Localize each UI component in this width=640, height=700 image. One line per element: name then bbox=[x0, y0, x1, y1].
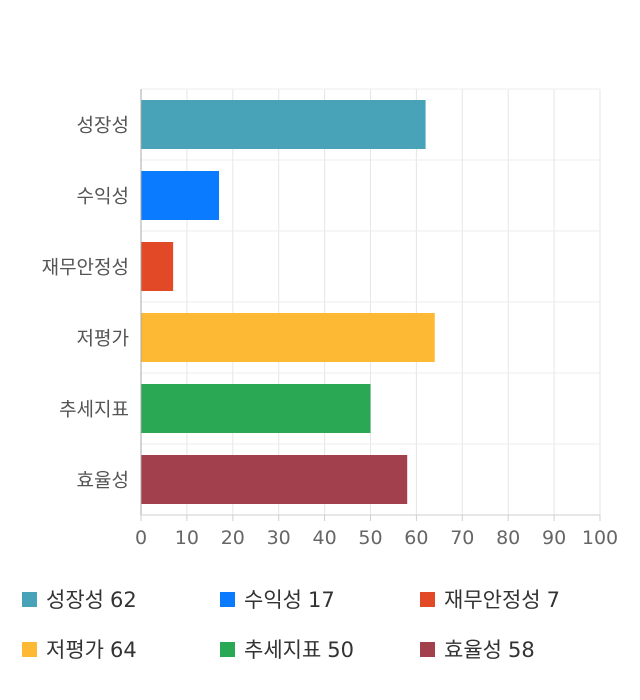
grid-lines bbox=[141, 88, 601, 516]
x-tick-label: 10 bbox=[175, 527, 199, 549]
x-tick-label: 70 bbox=[450, 527, 474, 549]
legend-item: 수익성 17 bbox=[220, 574, 341, 624]
legend-label: 재무안정성 7 bbox=[444, 588, 560, 612]
legend-item: 성장성 62 bbox=[22, 574, 143, 624]
bars bbox=[141, 100, 435, 504]
category-label: 성장성 bbox=[77, 115, 129, 137]
axes bbox=[140, 89, 601, 521]
category-label: 수익성 bbox=[77, 186, 129, 208]
bar-4 bbox=[141, 313, 435, 362]
bar-3 bbox=[141, 242, 174, 291]
bar-1 bbox=[141, 100, 426, 149]
legend: 성장성 62 수익성 17 재무안정성 7 저평가 64 추세지표 50 효율성 58 bbox=[0, 574, 640, 684]
x-tick-label: 80 bbox=[496, 527, 520, 549]
bar-2 bbox=[141, 171, 220, 220]
category-label: 저평가 bbox=[77, 328, 129, 350]
x-tick-label: 50 bbox=[358, 527, 382, 549]
legend-swatch bbox=[420, 641, 435, 657]
legend-item: 효율성 58 bbox=[420, 624, 541, 674]
x-tick-label: 90 bbox=[542, 527, 566, 549]
category-label: 효율성 bbox=[77, 470, 129, 492]
legend-label: 수익성 17 bbox=[244, 588, 335, 612]
legend-label: 성장성 62 bbox=[46, 588, 137, 612]
x-tick-label: 30 bbox=[267, 527, 291, 549]
x-tick-label: 20 bbox=[221, 527, 245, 549]
legend-swatch bbox=[220, 591, 235, 607]
x-tick-label: 40 bbox=[313, 527, 337, 549]
x-tick-label: 0 bbox=[135, 527, 147, 549]
category-label: 추세지표 bbox=[59, 399, 129, 421]
legend-item: 재무안정성 7 bbox=[420, 574, 566, 624]
x-tick-label: 100 bbox=[582, 527, 618, 549]
legend-label: 추세지표 50 bbox=[244, 638, 355, 662]
category-label: 재무안정성 bbox=[42, 257, 129, 279]
x-tick-labels: 0 10 20 30 40 50 60 70 80 90 100 bbox=[135, 527, 618, 549]
bar-5 bbox=[141, 384, 371, 433]
legend-item: 저평가 64 bbox=[22, 624, 143, 674]
legend-swatch bbox=[420, 591, 435, 607]
bar-6 bbox=[141, 455, 408, 504]
legend-swatch bbox=[22, 641, 37, 657]
legend-swatch bbox=[220, 641, 235, 657]
legend-label: 저평가 64 bbox=[46, 638, 137, 662]
legend-swatch bbox=[22, 591, 37, 607]
legend-label: 효율성 58 bbox=[444, 638, 535, 662]
legend-item: 추세지표 50 bbox=[220, 624, 360, 674]
x-tick-label: 60 bbox=[404, 527, 428, 549]
